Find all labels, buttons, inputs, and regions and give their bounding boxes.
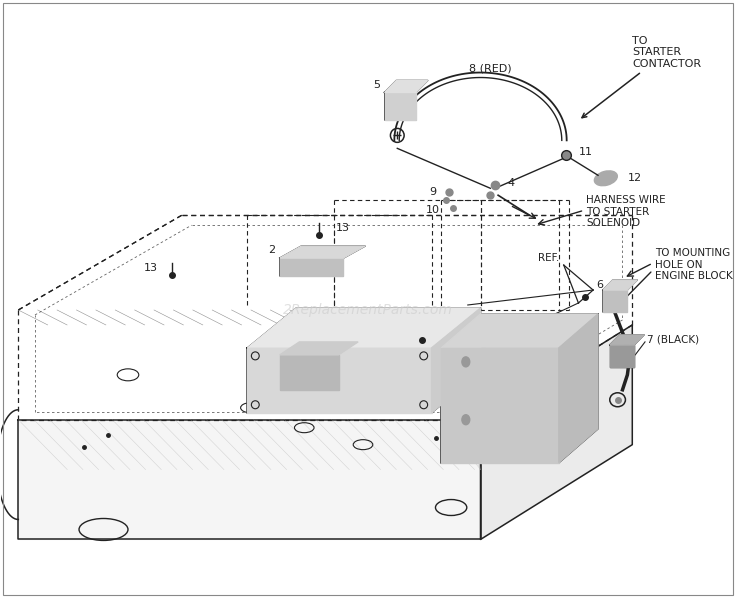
Text: 5: 5 (374, 81, 381, 90)
Polygon shape (280, 355, 338, 390)
Text: TO MOUNTING
HOLE ON
ENGINE BLOCK: TO MOUNTING HOLE ON ENGINE BLOCK (655, 248, 733, 281)
Polygon shape (280, 342, 358, 355)
Polygon shape (248, 348, 431, 413)
Text: TO
STARTER
CONTACTOR: TO STARTER CONTACTOR (582, 36, 701, 118)
Text: 7 (BLACK): 7 (BLACK) (647, 335, 699, 345)
Polygon shape (248, 308, 481, 348)
Text: 6: 6 (596, 280, 603, 290)
Text: 11: 11 (578, 147, 592, 157)
Polygon shape (481, 325, 632, 539)
Polygon shape (603, 280, 638, 290)
Text: +: + (456, 365, 466, 375)
Text: 10: 10 (425, 205, 439, 215)
Text: 4: 4 (508, 178, 515, 188)
Text: 2: 2 (268, 245, 274, 255)
Polygon shape (18, 420, 481, 539)
Polygon shape (385, 81, 427, 93)
Text: HARNESS WIRE
TO STARTER
SOLENOID: HARNESS WIRE TO STARTER SOLENOID (586, 195, 666, 228)
Text: 9: 9 (429, 187, 436, 197)
Text: 13: 13 (434, 350, 448, 360)
Ellipse shape (594, 171, 617, 186)
Polygon shape (603, 290, 628, 312)
Polygon shape (385, 93, 416, 120)
Polygon shape (280, 258, 344, 276)
Ellipse shape (462, 415, 470, 425)
Text: 14: 14 (283, 395, 297, 405)
Text: 1: 1 (404, 333, 410, 343)
Polygon shape (610, 345, 634, 367)
Text: −: − (456, 408, 466, 421)
Polygon shape (431, 308, 481, 413)
Polygon shape (559, 314, 598, 463)
Text: 8 (RED): 8 (RED) (469, 63, 512, 74)
Polygon shape (610, 335, 644, 345)
Text: 12: 12 (628, 173, 641, 183)
Polygon shape (441, 314, 598, 348)
Text: 13: 13 (143, 263, 158, 273)
Text: 13: 13 (335, 223, 350, 233)
Polygon shape (280, 246, 365, 258)
Text: REF.: REF. (538, 253, 559, 263)
Text: 2ReplacementParts.com: 2ReplacementParts.com (283, 303, 453, 317)
Polygon shape (441, 348, 559, 463)
Text: 3: 3 (566, 435, 572, 445)
Ellipse shape (462, 357, 470, 367)
